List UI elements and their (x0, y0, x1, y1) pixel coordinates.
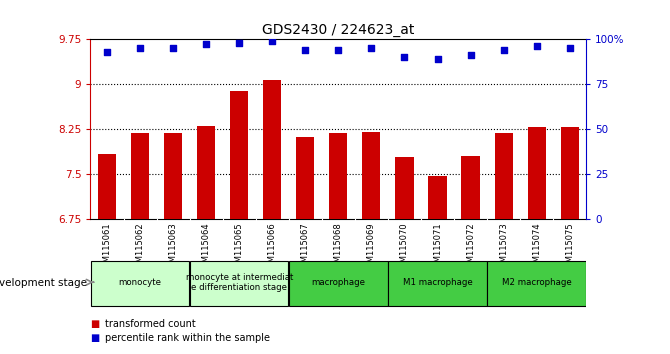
Bar (90, 261, 190, 306)
Text: GSM115064: GSM115064 (202, 223, 210, 273)
Text: GSM115065: GSM115065 (234, 223, 244, 273)
Text: GSM115067: GSM115067 (301, 223, 310, 273)
Text: transformed count: transformed count (105, 319, 196, 329)
Text: development stage: development stage (0, 278, 87, 288)
Bar (561, 127, 579, 219)
Text: GSM115068: GSM115068 (334, 223, 343, 273)
Bar (263, 80, 281, 219)
Point (531, 43, 542, 49)
Bar (190, 261, 289, 306)
Point (498, 47, 509, 53)
Bar (462, 156, 480, 219)
Text: M2 macrophage: M2 macrophage (502, 278, 572, 287)
Bar (395, 158, 413, 219)
Point (333, 47, 344, 53)
Title: GDS2430 / 224623_at: GDS2430 / 224623_at (262, 23, 415, 36)
Point (366, 45, 377, 51)
Text: ■: ■ (90, 333, 100, 343)
Text: GSM115074: GSM115074 (532, 223, 541, 273)
Bar (494, 133, 513, 219)
Text: GSM115071: GSM115071 (433, 223, 442, 273)
Point (465, 52, 476, 58)
Bar (131, 133, 149, 219)
Point (432, 56, 443, 62)
Point (234, 40, 245, 45)
Text: macrophage: macrophage (312, 278, 365, 287)
Text: GSM115063: GSM115063 (169, 223, 178, 273)
Text: GSM115061: GSM115061 (103, 223, 111, 273)
Bar (197, 126, 215, 219)
Bar (329, 133, 348, 219)
Text: GSM115070: GSM115070 (400, 223, 409, 273)
Point (102, 49, 113, 55)
Text: ■: ■ (90, 319, 100, 329)
Bar (487, 261, 586, 306)
Text: GSM115072: GSM115072 (466, 223, 475, 273)
Bar (98, 154, 116, 219)
Text: percentile rank within the sample: percentile rank within the sample (105, 333, 270, 343)
Bar (527, 127, 546, 219)
Bar (230, 91, 249, 219)
Bar (362, 132, 381, 219)
Text: GSM115075: GSM115075 (565, 223, 574, 273)
Bar (388, 261, 487, 306)
Text: monocyte: monocyte (119, 278, 161, 287)
Bar (428, 176, 447, 219)
Point (267, 38, 277, 44)
Bar (164, 133, 182, 219)
Point (135, 45, 145, 51)
Text: GSM115066: GSM115066 (268, 223, 277, 273)
Text: GSM115069: GSM115069 (367, 223, 376, 273)
Bar (289, 261, 388, 306)
Text: GSM115073: GSM115073 (499, 223, 508, 273)
Point (168, 45, 178, 51)
Point (300, 47, 311, 53)
Text: GSM115062: GSM115062 (135, 223, 145, 273)
Point (201, 41, 212, 47)
Text: monocyte at intermediat
e differentiation stage: monocyte at intermediat e differentiatio… (186, 273, 293, 292)
Bar (296, 137, 314, 219)
Text: M1 macrophage: M1 macrophage (403, 278, 472, 287)
Point (399, 54, 410, 60)
Point (564, 45, 575, 51)
